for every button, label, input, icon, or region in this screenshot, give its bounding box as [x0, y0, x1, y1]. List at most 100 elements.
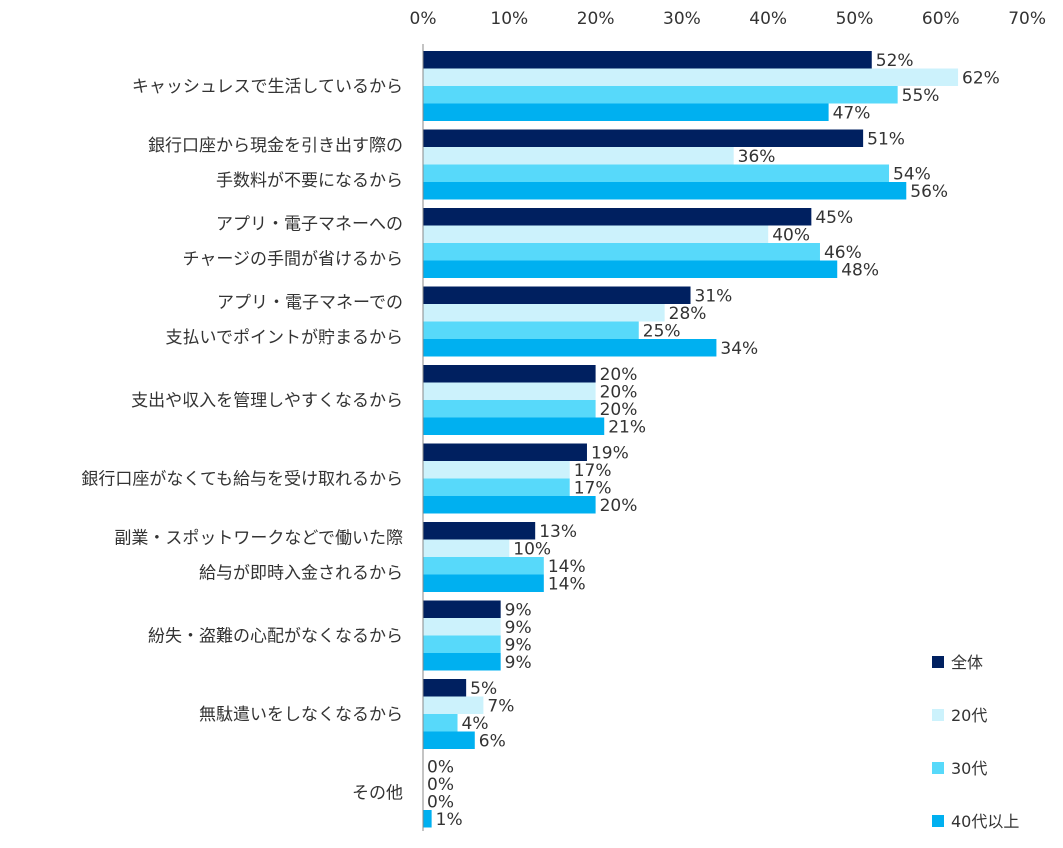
x-tick-label: 0%	[410, 9, 437, 29]
x-tick-label: 50%	[836, 9, 874, 29]
legend: 全体 20代 30代 40代以上	[932, 653, 1019, 831]
bar	[423, 574, 544, 592]
data-label: 10%	[513, 539, 551, 559]
data-label: 9%	[505, 635, 532, 655]
bar	[423, 182, 907, 200]
data-label: 7%	[487, 696, 514, 716]
data-label: 9%	[505, 618, 532, 638]
bar	[423, 679, 467, 697]
bar	[423, 478, 570, 496]
bar	[423, 68, 959, 86]
data-label: 0%	[427, 757, 454, 777]
data-label: 25%	[643, 321, 681, 341]
x-axis-ticks: 0% 10% 20% 30% 40% 50% 60% 70%	[410, 9, 1046, 29]
category-label: 支払いでポイントが貯まるから	[166, 328, 404, 348]
bar	[423, 225, 769, 243]
data-label: 21%	[608, 417, 646, 437]
bar	[423, 286, 691, 304]
x-tick-label: 40%	[749, 9, 787, 29]
category-labels: キャッシュレスで生活しているから銀行口座から現金を引き出す際の手数料が不要になる…	[81, 77, 403, 804]
legend-swatch	[932, 656, 944, 668]
bar	[423, 304, 665, 322]
x-tick-label: 60%	[922, 9, 960, 29]
data-label: 9%	[505, 653, 532, 673]
bar	[423, 522, 536, 540]
data-label: 14%	[548, 557, 586, 577]
bar	[423, 103, 829, 121]
legend-swatch	[932, 762, 944, 774]
bar	[423, 443, 587, 461]
data-label: 62%	[962, 68, 1000, 88]
category-label: キャッシュレスで生活しているから	[132, 77, 403, 97]
data-label: 34%	[720, 339, 758, 359]
data-label: 20%	[600, 382, 638, 402]
category-label: 銀行口座から現金を引き出す際の	[148, 136, 403, 156]
data-labels: 52%62%55%47%51%36%54%56%45%40%46%48%31%2…	[427, 51, 1000, 830]
bar	[423, 129, 864, 147]
bar	[423, 557, 544, 575]
category-label: アプリ・電子マネーへの	[216, 215, 403, 235]
bar	[423, 539, 510, 557]
category-label: 給与が即時入金されるから	[199, 564, 403, 584]
data-label: 48%	[841, 260, 879, 280]
category-label: 無駄遣いをしなくなるから	[199, 705, 403, 725]
category-label: 紛失・盗難の心配がなくなるから	[148, 627, 403, 647]
data-label: 14%	[548, 574, 586, 594]
bar	[423, 653, 501, 671]
data-label: 52%	[876, 51, 914, 71]
x-tick-label: 30%	[663, 9, 701, 29]
data-label: 51%	[867, 129, 905, 149]
bar	[423, 810, 432, 828]
bar	[423, 260, 838, 278]
x-tick-label: 20%	[577, 9, 615, 29]
bar	[423, 321, 639, 339]
data-label: 0%	[427, 775, 454, 795]
bar	[423, 208, 812, 226]
data-label: 5%	[470, 679, 497, 699]
category-label: その他	[352, 784, 403, 804]
bar	[423, 243, 820, 261]
data-label: 36%	[738, 147, 776, 167]
data-label: 20%	[600, 496, 638, 516]
data-label: 17%	[574, 461, 612, 481]
data-label: 0%	[427, 792, 454, 812]
category-label: 銀行口座がなくても給与を受け取れるから	[81, 470, 403, 490]
category-label: アプリ・電子マネーでの	[217, 293, 403, 313]
bar	[423, 86, 898, 104]
data-label: 4%	[462, 714, 489, 734]
category-label: 支出や収入を管理しやすくなるから	[131, 391, 403, 411]
legend-swatch	[932, 709, 944, 721]
data-label: 31%	[695, 286, 733, 306]
legend-label: 全体	[951, 653, 983, 672]
data-label: 9%	[505, 600, 532, 620]
bar	[423, 365, 596, 383]
category-label: 手数料が不要になるから	[216, 171, 403, 191]
bar	[423, 400, 596, 418]
bar	[423, 51, 872, 69]
data-label: 19%	[591, 443, 629, 463]
legend-label: 20代	[951, 706, 987, 725]
bar	[423, 382, 596, 400]
data-label: 20%	[600, 365, 638, 385]
bar	[423, 461, 570, 479]
x-tick-label: 70%	[1008, 9, 1046, 29]
bar	[423, 147, 734, 165]
bar	[423, 696, 484, 714]
bar	[423, 714, 458, 732]
category-label: チャージの手間が省けるから	[183, 250, 404, 270]
bar	[423, 496, 596, 514]
bar	[423, 618, 501, 636]
bars	[423, 51, 959, 828]
data-label: 54%	[893, 164, 931, 184]
legend-label: 30代	[951, 759, 987, 778]
data-label: 56%	[910, 182, 948, 202]
data-label: 6%	[479, 731, 506, 751]
data-label: 40%	[772, 225, 810, 245]
bar	[423, 164, 890, 182]
data-label: 20%	[600, 400, 638, 420]
legend-swatch	[932, 815, 944, 827]
bar	[423, 731, 475, 749]
data-label: 13%	[539, 522, 577, 542]
data-label: 55%	[902, 86, 940, 106]
